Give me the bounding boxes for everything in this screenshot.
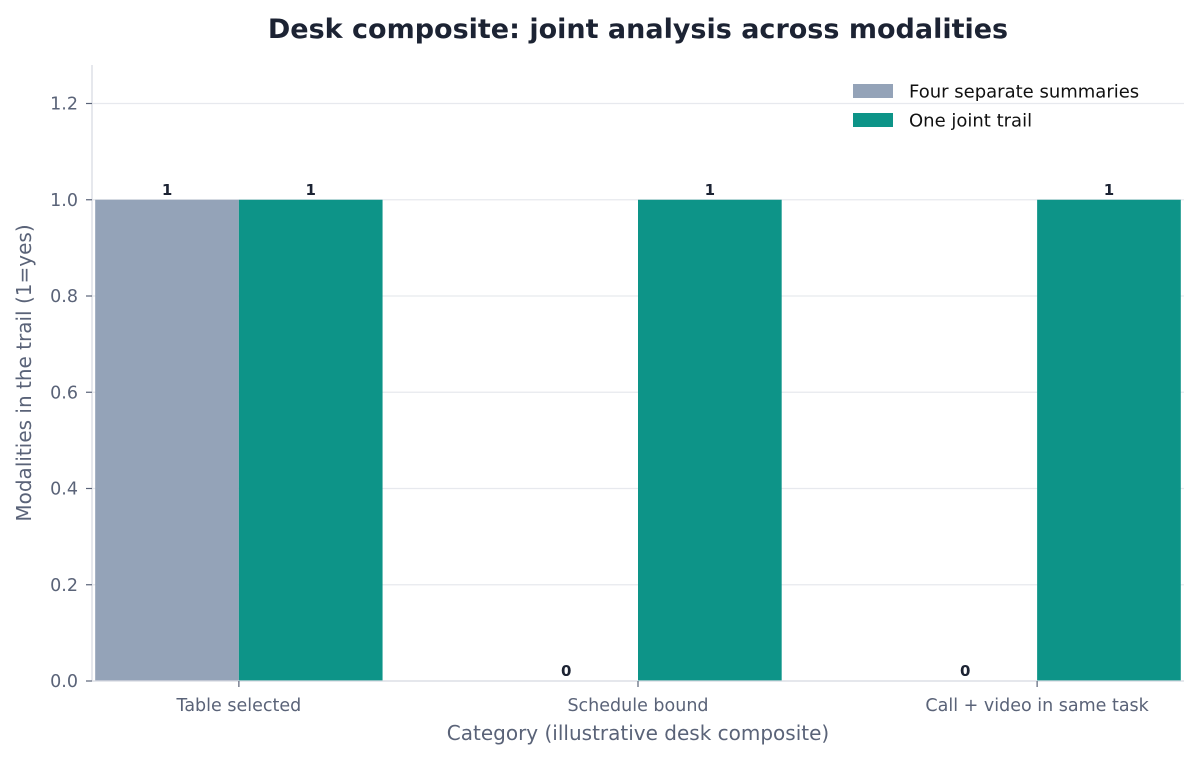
y-tick-label: 1.2 [50, 95, 78, 115]
y-tick-label: 0.4 [50, 480, 78, 500]
chart-title: Desk composite: joint analysis across mo… [268, 14, 1008, 45]
legend: Four separate summaries One joint trail [853, 82, 1139, 132]
y-tick-label: 0.0 [50, 672, 78, 692]
bar-value-label: 0 [960, 662, 970, 680]
bar-value-label: 0 [561, 662, 571, 680]
y-axis-label: Modalities in the trail (1=yes) [12, 224, 36, 521]
bar [638, 199, 782, 681]
y-axis-ticks: 0.0 0.2 0.4 0.6 0.8 1.0 1.2 [50, 95, 92, 692]
y-tick-label: 0.2 [50, 576, 78, 596]
x-axis-label: Category (illustrative desk composite) [447, 721, 829, 745]
x-axis-ticks: Table selected Schedule bound Call + video… [176, 681, 1150, 716]
x-tick-label: Table selected [176, 696, 302, 716]
bar [95, 199, 239, 681]
bar-value-label: 1 [1104, 181, 1114, 199]
bar-value-label: 1 [162, 181, 172, 199]
legend-swatch [853, 113, 893, 127]
y-tick-label: 0.6 [50, 383, 78, 403]
legend-label: Four separate summaries [909, 82, 1139, 103]
bar [238, 199, 383, 681]
bar-value-label: 1 [705, 181, 715, 199]
bar-value-labels: 1 1 0 1 0 1 [162, 181, 1114, 680]
bar-value-label: 1 [306, 181, 316, 199]
y-tick-label: 1.0 [50, 191, 78, 211]
bar [1037, 199, 1181, 681]
bars [95, 199, 1181, 681]
x-tick-label: Call + video in same task [925, 696, 1149, 716]
y-tick-label: 0.8 [50, 287, 78, 307]
legend-swatch [853, 84, 893, 98]
legend-label: One joint trail [909, 111, 1032, 132]
x-tick-label: Schedule bound [567, 696, 708, 716]
